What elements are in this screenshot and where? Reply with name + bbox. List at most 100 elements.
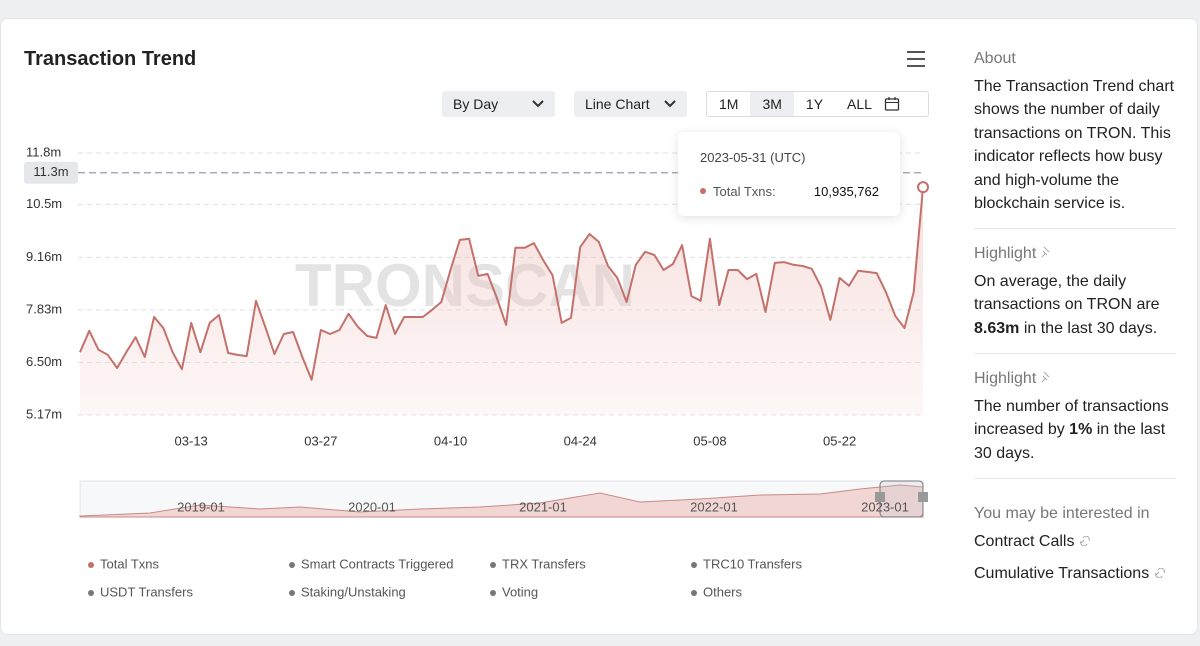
legend-item[interactable]: TRC10 Transfers (691, 556, 802, 571)
navigator-series (79, 484, 924, 518)
legend-item[interactable]: Others (691, 584, 743, 599)
separator (974, 228, 1176, 229)
chevron (532, 100, 544, 108)
interval-dropdown[interactable]: By Day (442, 91, 555, 117)
legend-label: Smart Contracts Triggered (301, 556, 453, 571)
y-tick-label: 11.8m (26, 144, 61, 159)
legend-dot (289, 562, 295, 568)
range-button[interactable]: 3M (750, 92, 794, 116)
tooltip-dot (700, 188, 706, 194)
legend-label: TRC10 Transfers (703, 556, 802, 571)
navigator-handle[interactable] (875, 492, 885, 502)
menu-icon[interactable] (907, 51, 925, 67)
related-link[interactable]: Contract Calls (974, 530, 1184, 554)
legend-item[interactable]: Total Txns (88, 556, 160, 571)
y-tick-label: 9.16m (26, 249, 62, 264)
highlight-text: The number of transactions increased by … (974, 395, 1184, 466)
tooltip-date: 2023-05-31 (UTC) (700, 150, 806, 165)
chart: TRONSCAN 5.17m6.50m7.83m9.16m10.5m11.8m0… (24, 51, 929, 599)
about-section: About The Transaction Trend chart shows … (974, 47, 1184, 216)
legend-label: Others (703, 584, 743, 599)
text: On average, the daily transactions on TR… (974, 272, 1160, 314)
y-tick-label: 5.17m (26, 406, 62, 421)
crosshair-label: 11.3m (33, 164, 68, 179)
highlight-title-text: Highlight (974, 370, 1037, 387)
navigator-handle[interactable] (918, 492, 928, 502)
legend-label: Staking/Unstaking (301, 584, 406, 599)
y-tick-label: 10.5m (26, 196, 62, 211)
series-line (79, 187, 924, 381)
tooltip-value: 10,935,762 (813, 184, 879, 199)
navigator-label: 2020-01 (348, 499, 396, 514)
x-tick-label: 04-24 (564, 433, 597, 448)
pin-icon (1041, 371, 1050, 383)
legend-label: Total Txns (100, 556, 160, 571)
about-text: The Transaction Trend chart shows the nu… (974, 77, 1175, 213)
x-tick-label: 03-27 (304, 433, 337, 448)
highlight-section: Highlight On average, the daily transact… (974, 242, 1184, 340)
legend-dot (88, 562, 94, 568)
link-icon (1080, 535, 1090, 546)
highlight-title: Highlight (974, 242, 1184, 266)
related-link[interactable]: Cumulative Transactions (974, 562, 1184, 586)
highlight-title-text: Highlight (974, 245, 1037, 262)
legend-dot (88, 590, 94, 596)
bold-text: 8.63m (974, 319, 1020, 337)
dropdown-text: By Day (453, 96, 499, 112)
related-title: You may be interested in (974, 505, 1150, 522)
x-tick-label: 03-13 (175, 433, 208, 448)
legend-label: USDT Transfers (100, 584, 193, 599)
navigator-label: 2021-01 (519, 499, 567, 514)
y-tick-label: 7.83m (26, 301, 62, 316)
crosshair-label-box (24, 161, 78, 184)
range-button[interactable]: 1Y (805, 96, 824, 112)
chevron (664, 100, 676, 108)
link-text[interactable]: Contract Calls (974, 532, 1075, 550)
x-tick-label: 04-10 (434, 433, 467, 448)
x-tick-label: 05-22 (823, 433, 856, 448)
series-area (80, 187, 923, 415)
range-button[interactable]: ALL (847, 96, 872, 112)
y-tick-label: 6.50m (26, 354, 62, 369)
legend-item[interactable]: Voting (490, 584, 538, 599)
legend-label: Voting (502, 584, 538, 599)
link-text[interactable]: Cumulative Transactions (974, 565, 1150, 582)
link-icon (1154, 567, 1165, 579)
navigator-label: 2022-01 (690, 499, 738, 514)
text: in the last 30 days. (1019, 319, 1158, 337)
hover-point (917, 181, 929, 194)
legend-dot (691, 562, 697, 568)
style-dropdown[interactable]: Line Chart (574, 91, 687, 117)
text: The number of transactions increased by (974, 397, 1169, 439)
range-selector: 1M 3M 1Y ALL (706, 91, 929, 117)
legend-dot (289, 590, 295, 596)
highlight-title: Highlight (974, 367, 1184, 391)
legend-label: TRX Transfers (502, 556, 586, 571)
navigator-label: 2019-01 (177, 499, 225, 514)
pin-icon (1041, 246, 1050, 258)
legend-dot (490, 590, 496, 596)
text: in the last 30 days. (974, 421, 1166, 462)
bold-text: 1% (1069, 421, 1093, 438)
highlight-text: On average, the daily transactions on TR… (974, 270, 1184, 341)
legend-item[interactable]: USDT Transfers (88, 584, 193, 599)
range-button[interactable]: 1M (719, 96, 739, 112)
separator (974, 353, 1176, 354)
tooltip-series: Total Txns: (713, 184, 776, 199)
x-tick-label: 05-08 (693, 433, 726, 448)
separator (974, 478, 1176, 479)
dropdown-text: Line Chart (585, 96, 650, 112)
highlight-section: Highlight The number of transactions inc… (974, 367, 1184, 465)
tooltip: 2023-05-31 (UTC) Total Txns: 10,935,762 (678, 132, 900, 216)
legend-item[interactable]: Staking/Unstaking (289, 584, 406, 599)
legend-item[interactable]: TRX Transfers (490, 556, 586, 571)
legend-item[interactable]: Smart Contracts Triggered (289, 556, 453, 571)
related-section: You may be interested in Contract Calls … (974, 502, 1184, 586)
page-title: Transaction Trend (24, 48, 197, 70)
navigator-label: 2023-01 (861, 499, 909, 514)
legend-dot (691, 590, 697, 596)
legend-dot (490, 562, 496, 568)
about-title: About (974, 50, 1016, 67)
calendar-icon[interactable] (884, 96, 900, 112)
